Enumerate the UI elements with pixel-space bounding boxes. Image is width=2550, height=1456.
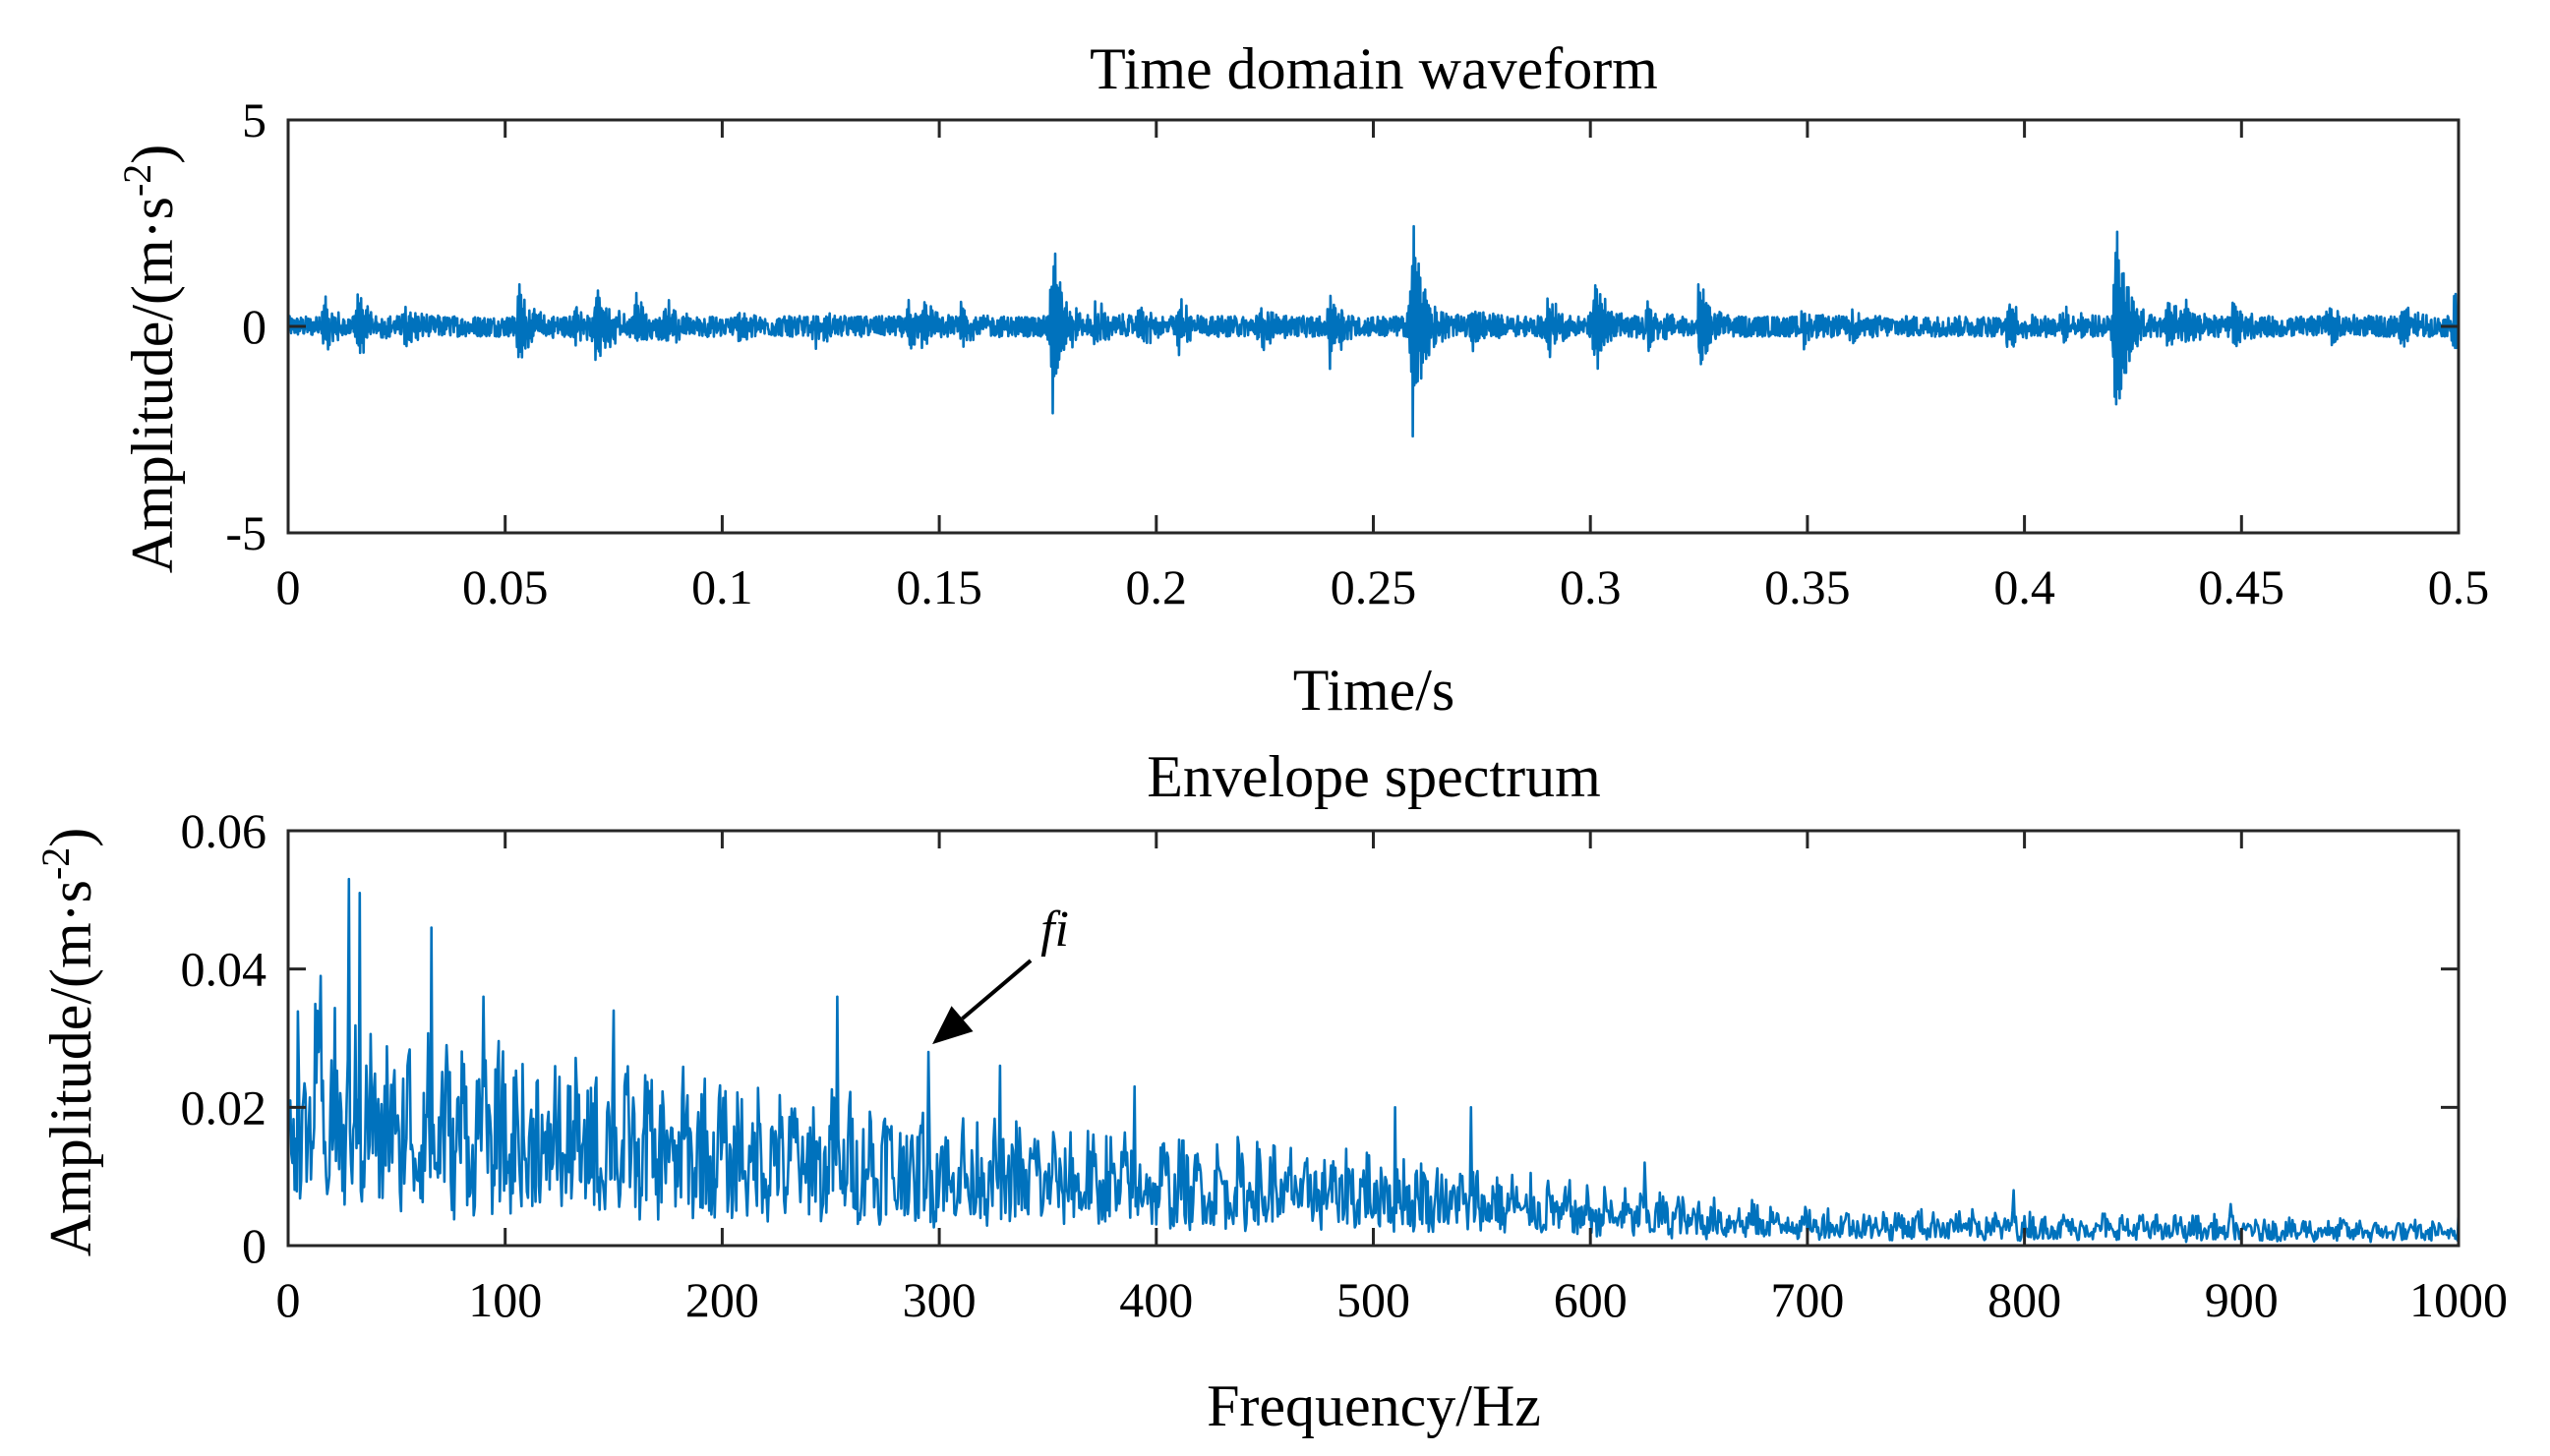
time-y-axis-label: Amplitude/(m·s-2) bbox=[115, 145, 185, 574]
x-tick-label: 300 bbox=[903, 1272, 977, 1327]
time-domain-panel: Time domain waveform 0 0.05 0.1 0.15 0.2 0.25… bbox=[115, 36, 2489, 723]
x-tick-label: 0.4 bbox=[1993, 559, 2055, 614]
envelope-spectrum-panel: Envelope spectrum 0 100 200 300 400 500 600 700… bbox=[33, 744, 2508, 1438]
spectrum-x-axis-label: Frequency/Hz bbox=[1207, 1373, 1541, 1438]
y-tick-label: 0 bbox=[242, 299, 267, 354]
time-y-axis-label-exponent: -2 bbox=[115, 164, 159, 197]
spectrum-y-axis-label-close: ) bbox=[38, 828, 103, 847]
time-y-axis-label-close: ) bbox=[120, 145, 185, 164]
time-chart-title: Time domain waveform bbox=[1090, 36, 1658, 101]
spectrum-chart-title: Envelope spectrum bbox=[1147, 744, 1601, 809]
spectrum-y-axis-label-exponent: -2 bbox=[33, 847, 78, 880]
x-tick-label: 0.35 bbox=[1764, 559, 1851, 614]
y-tick-label: 0.04 bbox=[181, 942, 267, 997]
x-tick-label: 0 bbox=[276, 559, 301, 614]
spectrum-y-axis-label-main: Amplitude/(m·s bbox=[38, 880, 103, 1256]
y-tick-label: 0 bbox=[242, 1218, 267, 1273]
time-series-group bbox=[286, 224, 2461, 437]
spectrum-x-ticks: 0 100 200 300 400 500 600 700 800 900 1000 bbox=[276, 831, 2508, 1327]
x-tick-label: 600 bbox=[1554, 1272, 1628, 1327]
x-tick-label: 800 bbox=[1987, 1272, 2061, 1327]
spectrum-y-axis-label: Amplitude/(m·s-2) bbox=[33, 828, 103, 1257]
x-tick-label: 1000 bbox=[2409, 1272, 2508, 1327]
x-tick-label: 0.5 bbox=[2428, 559, 2490, 614]
time-y-ticks: -5 0 5 bbox=[225, 92, 2459, 560]
spectrum-series-group bbox=[286, 877, 2461, 1244]
fi-annotation: fi bbox=[932, 902, 1069, 1045]
waveform-line bbox=[286, 224, 2461, 437]
x-tick-label: 0.05 bbox=[462, 559, 549, 614]
y-tick-label: -5 bbox=[225, 505, 267, 560]
fi-annotation-arrow-shaft bbox=[961, 959, 1033, 1020]
fi-annotation-label: fi bbox=[1040, 902, 1069, 958]
x-tick-label: 0 bbox=[276, 1272, 301, 1327]
x-tick-label: 400 bbox=[1119, 1272, 1193, 1327]
x-tick-label: 100 bbox=[468, 1272, 542, 1327]
envelope-spectrum-line bbox=[286, 877, 2461, 1244]
time-x-axis-label: Time/s bbox=[1293, 658, 1455, 723]
time-y-axis-label-main: Amplitude/(m·s bbox=[120, 197, 185, 573]
x-tick-label: 0.2 bbox=[1126, 559, 1188, 614]
y-tick-label: 0.06 bbox=[181, 803, 267, 858]
x-tick-label: 900 bbox=[2205, 1272, 2279, 1327]
x-tick-label: 700 bbox=[1770, 1272, 1844, 1327]
spectrum-y-ticks: 0 0.02 0.04 0.06 bbox=[181, 803, 2459, 1273]
y-tick-label: 0.02 bbox=[181, 1079, 267, 1135]
x-tick-label: 0.45 bbox=[2199, 559, 2285, 614]
x-tick-label: 0.25 bbox=[1331, 559, 1417, 614]
x-tick-label: 500 bbox=[1336, 1272, 1410, 1327]
time-x-ticks: 0 0.05 0.1 0.15 0.2 0.25 0.3 0.35 0.4 0.45 0.5 bbox=[276, 120, 2490, 614]
x-tick-label: 200 bbox=[685, 1272, 759, 1327]
x-tick-label: 0.15 bbox=[896, 559, 982, 614]
x-tick-label: 0.1 bbox=[691, 559, 753, 614]
fi-annotation-arrow-head bbox=[932, 1006, 974, 1045]
x-tick-label: 0.3 bbox=[1560, 559, 1622, 614]
y-tick-label: 5 bbox=[242, 92, 267, 147]
